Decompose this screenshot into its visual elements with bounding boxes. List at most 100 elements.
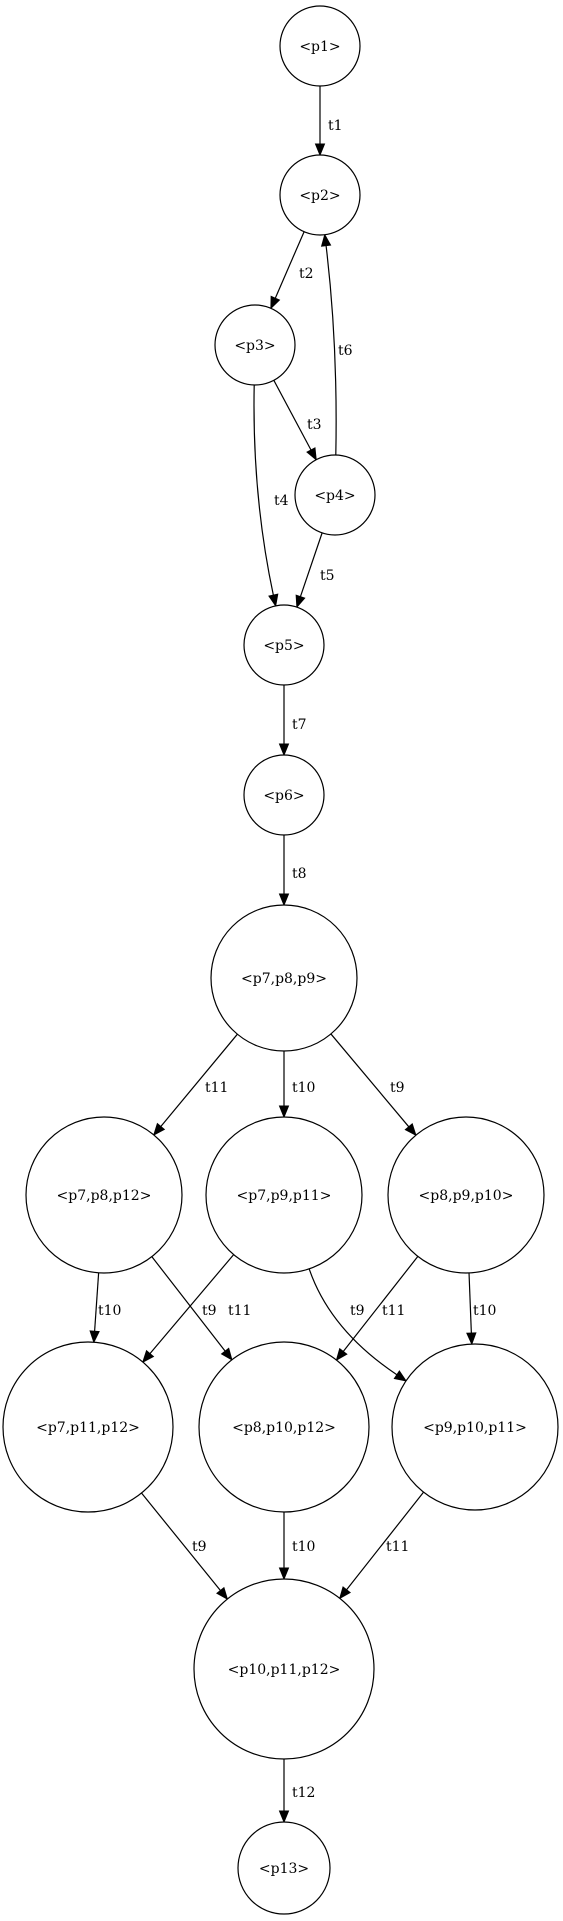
edge-line [325, 245, 337, 456]
node-label: <p6> [263, 788, 304, 804]
node-label: <p7,p8,p9> [241, 971, 327, 987]
edge-line [274, 231, 305, 299]
node-circle [193, 1578, 375, 1760]
transition-t9-n11-to-n14 [141, 1492, 229, 1601]
arrowhead [278, 1567, 290, 1581]
node-label: <p3> [234, 338, 275, 354]
arrowhead [320, 233, 332, 247]
edge-label-t11: t11 [205, 1080, 228, 1096]
node-label: <p8,p9,p10> [419, 1188, 514, 1204]
transition-t12-n14-to-n15 [278, 1759, 290, 1824]
edge-line [299, 532, 323, 597]
state-node-p6: <p6> [243, 754, 325, 836]
edge-line [151, 1256, 226, 1352]
arrowhead [270, 295, 281, 310]
state-node-p3: <p3> [214, 304, 296, 386]
node-label: <p10,p11,p12> [228, 1662, 341, 1678]
edge-label-t9: t9 [350, 1303, 365, 1319]
edge-label-t7: t7 [292, 717, 307, 733]
transition-t11-n13-to-n14 [338, 1491, 425, 1600]
node-label: <p5> [263, 638, 304, 654]
transition-t9-n9-to-n13 [308, 1268, 408, 1382]
edges-layer [89, 86, 477, 1824]
node-label: <p4> [314, 488, 355, 504]
edge-line [141, 1492, 221, 1591]
transition-t11-n10-to-n12 [335, 1255, 419, 1362]
state-node-p4: <p4> [294, 454, 376, 536]
transition-t9-n8-to-n12 [151, 1256, 233, 1361]
transition-t4-n3-to-n5 [253, 384, 279, 608]
edge-label-t5: t5 [320, 568, 335, 584]
node-label: <p1> [299, 39, 340, 55]
arrowhead [335, 1347, 348, 1362]
node-circle [387, 1116, 545, 1274]
edge-label-t9: t9 [202, 1303, 217, 1319]
state-node-p9-p10-p11: <p9,p10,p11> [391, 1343, 559, 1511]
edge-label-t6: t6 [338, 343, 353, 359]
node-circle [25, 1116, 183, 1274]
arrowhead [404, 1123, 417, 1137]
arrowhead [152, 1122, 166, 1136]
node-circle [198, 1341, 370, 1513]
edge-line [253, 384, 274, 596]
edge-label-t8: t8 [292, 866, 307, 882]
node-circle [279, 5, 361, 87]
state-node-p2: <p2> [279, 154, 361, 236]
node-label: <p2> [299, 188, 340, 204]
edge-label-t11: t11 [228, 1303, 251, 1319]
edge-label-t10: t10 [98, 1303, 121, 1319]
transition-t10-n7-to-n9 [278, 1051, 290, 1119]
state-node-p10-p11-p12: <p10,p11,p12> [193, 1578, 375, 1760]
edge-label-t1: t1 [328, 118, 343, 134]
arrowhead [338, 1586, 352, 1600]
edge-line [160, 1033, 238, 1127]
node-label: <p7,p9,p11> [237, 1188, 332, 1204]
edge-label-t3: t3 [307, 417, 322, 433]
edge-labels-layer: t1 t2 t3 t4 t6 t5 t7 t8 t11 t10 t9 t10 t9 t11 t9 t11 t10… [98, 118, 496, 1801]
node-circle [237, 1821, 331, 1915]
node-circle [243, 604, 325, 686]
transition-t9-n7-to-n10 [330, 1033, 417, 1137]
node-circle [279, 154, 361, 236]
edge-label-t11: t11 [386, 1539, 409, 1555]
node-label: <p7,p11,p12> [36, 1420, 140, 1436]
arrowhead [220, 1347, 233, 1361]
edge-label-t9: t9 [192, 1539, 207, 1555]
node-label: <p8,p10,p12> [232, 1420, 336, 1436]
arrowhead [278, 893, 290, 907]
state-node-p8-p9-p10: <p8,p9,p10> [387, 1116, 545, 1274]
state-node-p7-p9-p11: <p7,p9,p11> [205, 1116, 363, 1274]
arrowhead [278, 1105, 290, 1119]
edge-label-t10: t10 [292, 1080, 315, 1096]
arrowhead [306, 447, 317, 461]
transition-t3-n3-to-n4 [273, 380, 317, 461]
node-circle [243, 754, 325, 836]
edge-line [342, 1255, 419, 1352]
state-node-p7-p8-p12: <p7,p8,p12> [25, 1116, 183, 1274]
edge-line [308, 1268, 398, 1376]
node-circle [210, 904, 358, 1052]
transition-t11-n9-to-n11 [142, 1254, 235, 1364]
arrowhead [314, 143, 326, 157]
node-circle [294, 454, 376, 536]
transition-t5-n4-to-n5 [295, 532, 323, 609]
edge-line [468, 1272, 472, 1334]
arrowhead [278, 1810, 290, 1824]
edge-label-t10: t10 [292, 1539, 315, 1555]
node-circle [205, 1116, 363, 1274]
state-node-p7-p11-p12: <p7,p11,p12> [2, 1341, 174, 1513]
node-label: <p7,p8,p12> [57, 1188, 152, 1204]
arrowhead [393, 1370, 408, 1382]
edge-label-t4: t4 [274, 493, 289, 509]
node-circle [214, 304, 296, 386]
node-label: <p9,p10,p11> [423, 1420, 527, 1436]
transition-t8-n6-to-n7 [278, 835, 290, 907]
arrowhead [268, 593, 279, 608]
transition-t10-n10-to-n13 [466, 1272, 477, 1346]
transition-t10-n8-to-n11 [89, 1272, 100, 1344]
arrowhead [278, 743, 290, 757]
edge-label-t11: t11 [382, 1303, 405, 1319]
arrowhead [295, 594, 306, 609]
state-node-p8-p10-p12: <p8,p10,p12> [198, 1341, 370, 1513]
edge-label-t10: t10 [473, 1303, 496, 1319]
